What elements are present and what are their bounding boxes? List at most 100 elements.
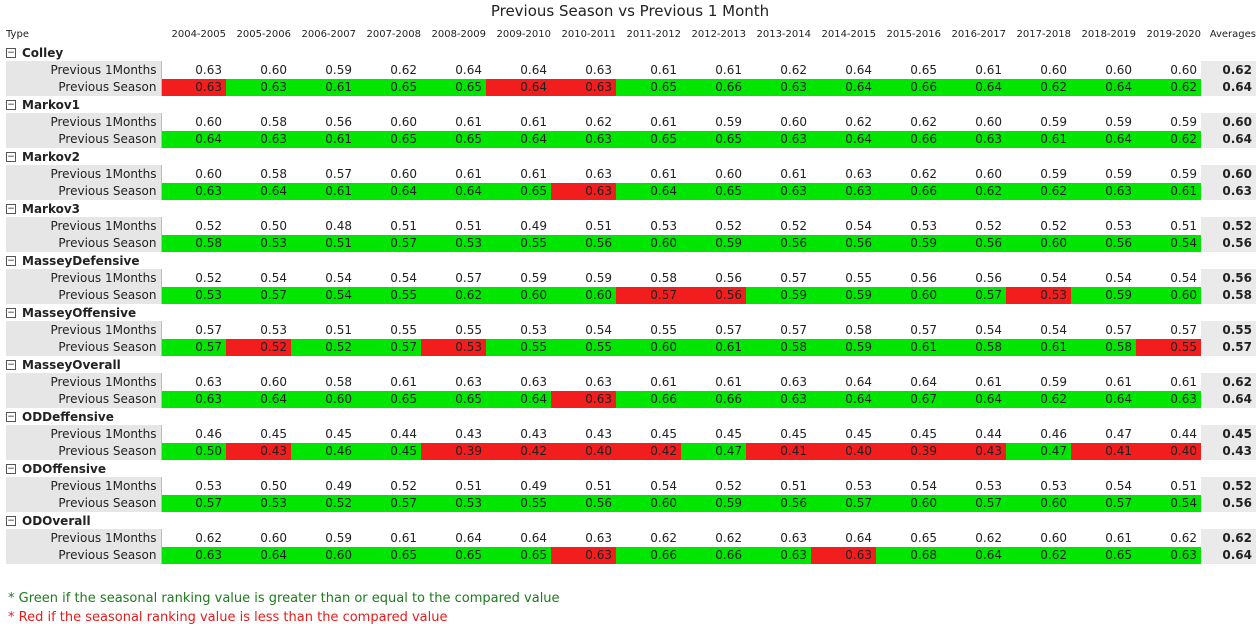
value-cell[interactable]: 0.60	[876, 494, 941, 512]
value-cell[interactable]: 0.63	[551, 130, 616, 148]
year-column-header[interactable]: 2014-2015	[821, 28, 876, 40]
group-header[interactable]: − MasseyOffensive	[6, 304, 161, 321]
value-cell[interactable]: 0.61	[715, 62, 742, 77]
year-column-header[interactable]: 2006-2007	[301, 28, 356, 40]
value-cell[interactable]: 0.65	[421, 390, 486, 408]
value-cell[interactable]: 0.60	[390, 114, 417, 129]
value-cell[interactable]: 0.55	[1136, 338, 1201, 356]
value-cell[interactable]: 0.64	[845, 62, 872, 77]
value-cell[interactable]: 0.61	[455, 166, 482, 181]
value-cell[interactable]: 0.55	[486, 234, 551, 252]
value-cell[interactable]: 0.62	[780, 62, 807, 77]
collapse-toggle-icon[interactable]: −	[6, 308, 16, 318]
value-cell[interactable]: 0.63	[941, 130, 1006, 148]
value-cell[interactable]: 0.64	[1071, 390, 1136, 408]
value-cell[interactable]: 0.58	[746, 338, 811, 356]
value-cell[interactable]: 0.58	[1071, 338, 1136, 356]
value-cell[interactable]: 0.61	[1105, 530, 1132, 545]
value-cell[interactable]: 0.57	[161, 494, 226, 512]
value-cell[interactable]: 0.51	[325, 322, 352, 337]
value-cell[interactable]: 0.56	[746, 234, 811, 252]
value-cell[interactable]: 0.50	[161, 442, 226, 460]
value-cell[interactable]: 0.55	[650, 322, 677, 337]
collapse-toggle-icon[interactable]: −	[6, 48, 16, 58]
value-cell[interactable]: 0.61	[650, 374, 677, 389]
value-cell[interactable]: 0.54	[1170, 270, 1197, 285]
value-cell[interactable]: 0.40	[1136, 442, 1201, 460]
value-cell[interactable]: 0.59	[681, 234, 746, 252]
value-cell[interactable]: 0.65	[421, 130, 486, 148]
year-column-header[interactable]: 2016-2017	[951, 28, 1006, 40]
value-cell[interactable]: 0.60	[195, 166, 222, 181]
value-cell[interactable]: 0.64	[486, 130, 551, 148]
value-cell[interactable]: 0.62	[845, 114, 872, 129]
value-cell[interactable]: 0.65	[681, 130, 746, 148]
value-cell[interactable]: 0.59	[325, 530, 352, 545]
value-cell[interactable]: 0.60	[616, 234, 681, 252]
value-cell[interactable]: 0.61	[1006, 130, 1071, 148]
value-cell[interactable]: 0.53	[910, 218, 937, 233]
value-cell[interactable]: 0.60	[975, 166, 1002, 181]
value-cell[interactable]: 0.66	[876, 130, 941, 148]
year-column-header[interactable]: 2004-2005	[171, 28, 226, 40]
value-cell[interactable]: 0.63	[746, 546, 811, 564]
value-cell[interactable]: 0.60	[1136, 286, 1201, 304]
value-cell[interactable]: 0.62	[1006, 182, 1071, 200]
value-cell[interactable]: 0.56	[551, 494, 616, 512]
value-cell[interactable]: 0.60	[260, 374, 287, 389]
value-cell[interactable]: 0.45	[715, 426, 742, 441]
value-cell[interactable]: 0.62	[1136, 78, 1201, 96]
value-cell[interactable]: 0.66	[681, 390, 746, 408]
collapse-toggle-icon[interactable]: −	[6, 360, 16, 370]
value-cell[interactable]: 0.54	[1105, 270, 1132, 285]
value-cell[interactable]: 0.63	[746, 130, 811, 148]
value-cell[interactable]: 0.61	[520, 166, 547, 181]
value-cell[interactable]: 0.60	[1006, 234, 1071, 252]
value-cell[interactable]: 0.65	[486, 546, 551, 564]
group-header[interactable]: − Markov3	[6, 200, 161, 217]
value-cell[interactable]: 0.53	[421, 234, 486, 252]
value-cell[interactable]: 0.64	[811, 78, 876, 96]
average-cell[interactable]: 0.60	[1201, 113, 1256, 131]
value-cell[interactable]: 0.60	[486, 286, 551, 304]
value-cell[interactable]: 0.63	[161, 182, 226, 200]
value-cell[interactable]: 0.50	[260, 218, 287, 233]
value-cell[interactable]: 0.57	[811, 494, 876, 512]
value-cell[interactable]: 0.59	[520, 270, 547, 285]
value-cell[interactable]: 0.63	[845, 166, 872, 181]
value-cell[interactable]: 0.44	[390, 426, 417, 441]
value-cell[interactable]: 0.63	[551, 546, 616, 564]
value-cell[interactable]: 0.54	[650, 478, 677, 493]
value-cell[interactable]: 0.65	[356, 130, 421, 148]
value-cell[interactable]: 0.51	[585, 478, 612, 493]
value-cell[interactable]: 0.45	[356, 442, 421, 460]
average-cell[interactable]: 0.58	[1201, 286, 1256, 304]
value-cell[interactable]: 0.53	[421, 338, 486, 356]
value-cell[interactable]: 0.41	[1071, 442, 1136, 460]
value-cell[interactable]: 0.62	[585, 114, 612, 129]
value-cell[interactable]: 0.58	[260, 114, 287, 129]
value-cell[interactable]: 0.56	[941, 234, 1006, 252]
value-cell[interactable]: 0.56	[715, 270, 742, 285]
value-cell[interactable]: 0.64	[356, 182, 421, 200]
average-cell[interactable]: 0.56	[1201, 494, 1256, 512]
group-header[interactable]: − Colley	[6, 44, 161, 61]
group-header[interactable]: − ODOverall	[6, 512, 161, 529]
year-column-header[interactable]: 2005-2006	[236, 28, 291, 40]
value-cell[interactable]: 0.66	[876, 78, 941, 96]
value-cell[interactable]: 0.58	[325, 374, 352, 389]
value-cell[interactable]: 0.53	[226, 234, 291, 252]
value-cell[interactable]: 0.59	[715, 114, 742, 129]
value-cell[interactable]: 0.60	[390, 166, 417, 181]
value-cell[interactable]: 0.51	[291, 234, 356, 252]
value-cell[interactable]: 0.60	[260, 62, 287, 77]
value-cell[interactable]: 0.56	[1071, 234, 1136, 252]
value-cell[interactable]: 0.65	[910, 62, 937, 77]
value-cell[interactable]: 0.54	[975, 322, 1002, 337]
value-cell[interactable]: 0.63	[226, 130, 291, 148]
value-cell[interactable]: 0.63	[585, 530, 612, 545]
value-cell[interactable]: 0.63	[161, 546, 226, 564]
value-cell[interactable]: 0.62	[1136, 130, 1201, 148]
value-cell[interactable]: 0.53	[1040, 478, 1067, 493]
group-header[interactable]: − ODOffensive	[6, 460, 161, 477]
